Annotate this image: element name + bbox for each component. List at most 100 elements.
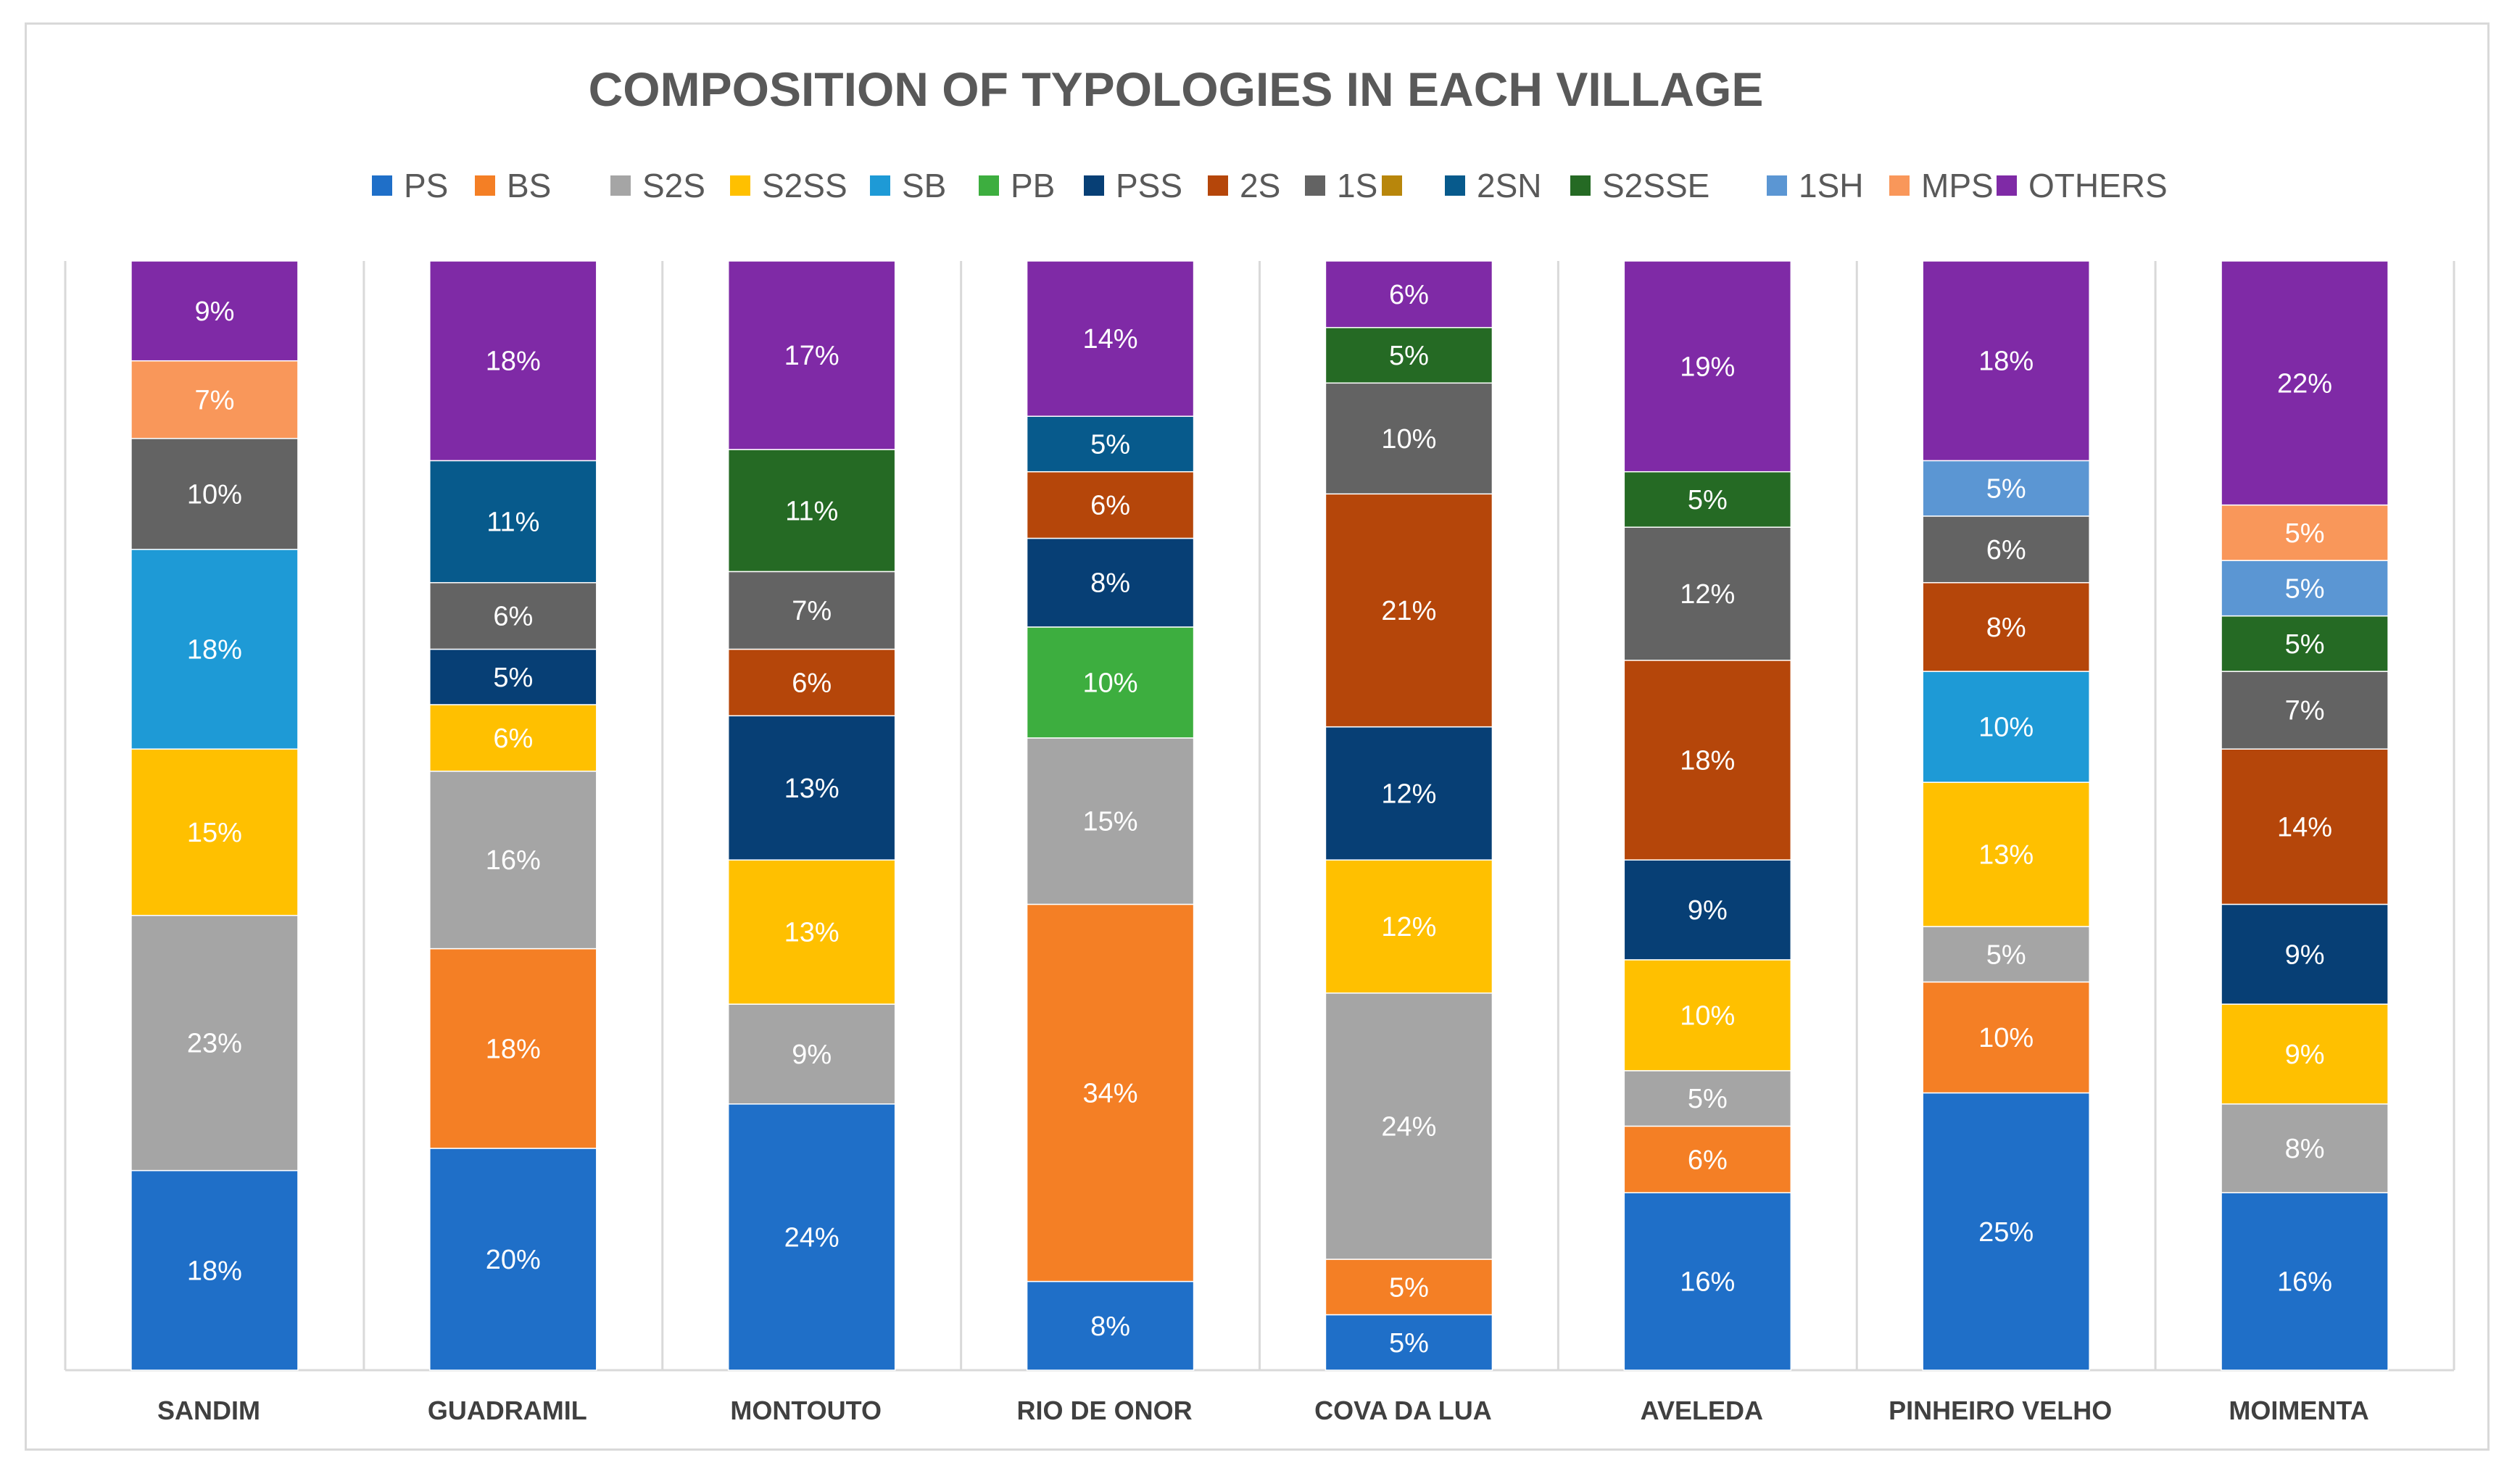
bar-segment-pinheiro-velho-s2s [1922, 926, 2090, 983]
bar-segment-rio-de-onor-2sn [1026, 415, 1195, 473]
data-label-moimenta-s2s: 8% [2285, 1134, 2325, 1164]
legend-swatch-s2sse [1570, 175, 1591, 196]
legend-swatch-bs [475, 175, 495, 196]
x-tick-label-sandim: SANDIM [157, 1396, 260, 1425]
bar-stack-pinheiro-velho: 25% 10% 5% 13% 10% 8% 6% 5% 18% [1922, 260, 2090, 1371]
data-label-montouto-pss: 13% [784, 774, 840, 804]
legend-label-s2ss: S2SS [762, 167, 847, 204]
data-label-moimenta-pss: 9% [2285, 940, 2325, 970]
bar-segment-aveleda-ps [1623, 1192, 1792, 1371]
data-label-moimenta-others: 22% [2277, 368, 2332, 399]
bar-stack-cova-da-lua: 5% 5% 24% 12% 12% 21% 10% 5% 6% [1325, 260, 1493, 1371]
data-label-sandim-s2s: 23% [187, 1029, 242, 1059]
bar-segment-cova-da-lua-s2sse [1325, 327, 1493, 384]
legend-swatch-1s [1305, 175, 1325, 196]
data-label-pinheiro-velho-1s: 6% [1986, 535, 2026, 565]
bar-segment-aveleda-others [1623, 260, 1792, 473]
bar-segment-guadramil-pss [429, 648, 597, 705]
data-label-aveleda-bs: 6% [1688, 1145, 1728, 1175]
bar-segment-sandim-s2ss [130, 748, 299, 916]
bar-segment-montouto-1s [727, 571, 896, 650]
bar-segment-pinheiro-velho-2s [1922, 581, 2090, 672]
bar-segment-montouto-pss [727, 715, 896, 861]
bar-stack-montouto: 24% 9% 13% 13% 6% 7% 11% 17% [727, 260, 896, 1371]
bar-segment-rio-de-onor-bs [1026, 903, 1195, 1282]
data-label-sandim-sb: 18% [187, 635, 242, 666]
legend-item-s2sse: S2SSE [1570, 167, 1709, 204]
bar-segment-montouto-s2ss [727, 859, 896, 1005]
bar-segment-pinheiro-velho-1sh [1922, 460, 2090, 517]
data-label-cova-da-lua-s2sse: 5% [1389, 341, 1429, 371]
bar-segment-moimenta-mps [2221, 504, 2389, 561]
bar-segment-pinheiro-velho-others [1922, 260, 2090, 462]
bar-segment-moimenta-s2sse [2221, 615, 2389, 672]
data-label-aveleda-1s: 12% [1680, 579, 1735, 610]
bar-segment-sandim-1s [130, 438, 299, 550]
bar-segment-sandim-sb [130, 549, 299, 750]
data-label-cova-da-lua-s2s: 24% [1381, 1111, 1436, 1142]
bar-stack-guadramil: 20% 18% 16% 6% 5% 6% 11% 18% [429, 260, 597, 1371]
data-label-sandim-others: 9% [194, 297, 234, 327]
bar-segment-moimenta-pss [2221, 903, 2389, 1005]
data-label-rio-de-onor-pss: 8% [1090, 568, 1130, 599]
data-label-rio-de-onor-ps: 8% [1090, 1311, 1130, 1342]
data-label-cova-da-lua-others: 6% [1389, 280, 1429, 310]
bar-segment-cova-da-lua-ps [1325, 1314, 1493, 1371]
data-label-cova-da-lua-bs: 5% [1389, 1272, 1429, 1303]
data-label-moimenta-s2sse: 5% [2285, 629, 2325, 660]
data-label-pinheiro-velho-ps: 25% [1978, 1217, 2034, 1248]
legend-swatch-mps [1889, 175, 1910, 196]
bar-segment-montouto-s2sse [727, 449, 896, 573]
legend-item-mps: MPS [1889, 167, 1994, 204]
legend-label-2sn: 2SN [1477, 167, 1541, 204]
data-label-montouto-others: 17% [784, 341, 840, 371]
bar-segment-guadramil-s2ss [429, 704, 597, 772]
bar-segment-sandim-ps [130, 1169, 299, 1371]
bar-segment-guadramil-bs [429, 948, 597, 1149]
legend-swatch-s2ss [730, 175, 750, 196]
legend-swatch-1sh [1767, 175, 1787, 196]
data-label-aveleda-ps: 16% [1680, 1267, 1735, 1298]
data-label-moimenta-1s: 7% [2285, 696, 2325, 726]
data-label-cova-da-lua-pss: 12% [1381, 779, 1436, 809]
data-label-moimenta-1sh: 5% [2285, 573, 2325, 604]
data-label-aveleda-2s: 18% [1680, 746, 1735, 776]
legend-swatch-2s [1208, 175, 1228, 196]
data-label-aveleda-s2ss: 10% [1680, 1000, 1735, 1031]
bar-segment-rio-de-onor-ps [1026, 1280, 1195, 1371]
bar-segment-moimenta-s2ss [2221, 1003, 2389, 1105]
legend-swatch-others [1997, 175, 2017, 196]
bar-segment-pinheiro-velho-bs [1922, 981, 2090, 1094]
legend-swatch-2sn [1445, 175, 1465, 196]
data-label-cova-da-lua-1s: 10% [1381, 424, 1436, 455]
bar-segment-pinheiro-velho-ps [1922, 1092, 2090, 1371]
data-label-rio-de-onor-2sn: 5% [1090, 429, 1130, 460]
data-label-cova-da-lua-ps: 5% [1389, 1328, 1429, 1359]
bar-segment-sandim-mps [130, 360, 299, 439]
bar-stack-moimenta: 16% 8% 9% 9% 14% 7% 5% 5% 5% 22% [2221, 260, 2389, 1371]
legend-label-bs: BS [507, 167, 551, 204]
bar-segment-moimenta-ps [2221, 1192, 2389, 1371]
legend-swatch-s2s [610, 175, 631, 196]
bar-segment-cova-da-lua-s2ss [1325, 859, 1493, 994]
legend-item-bs: BS [475, 167, 551, 204]
bar-segment-montouto-s2s [727, 1003, 896, 1105]
bar-segment-pinheiro-velho-sb [1922, 671, 2090, 783]
bar-segment-pinheiro-velho-1s [1922, 515, 2090, 584]
data-label-pinheiro-velho-2s: 8% [1986, 613, 2026, 643]
legend-item-s2ss: S2SS [730, 167, 847, 204]
data-label-rio-de-onor-s2s: 15% [1083, 807, 1138, 837]
bar-segment-sandim-s2s [130, 914, 299, 1172]
bar-stack-sandim: 18% 23% 15% 18% 10% 7% 9% [130, 260, 299, 1371]
bar-segment-guadramil-1s [429, 581, 597, 650]
legend-swatch-sb [870, 175, 890, 196]
data-label-cova-da-lua-s2ss: 12% [1381, 912, 1436, 942]
legend-label-s2sse: S2SSE [1602, 167, 1709, 204]
legend-item-others: OTHERS [1997, 167, 2168, 204]
bar-segment-moimenta-1s [2221, 671, 2389, 750]
data-label-montouto-2s: 6% [792, 668, 832, 698]
bar-segment-moimenta-others [2221, 260, 2389, 506]
bar-segment-guadramil-others [429, 260, 597, 462]
bar-segment-guadramil-s2s [429, 771, 597, 950]
legend-item-ps: PS [372, 167, 448, 204]
